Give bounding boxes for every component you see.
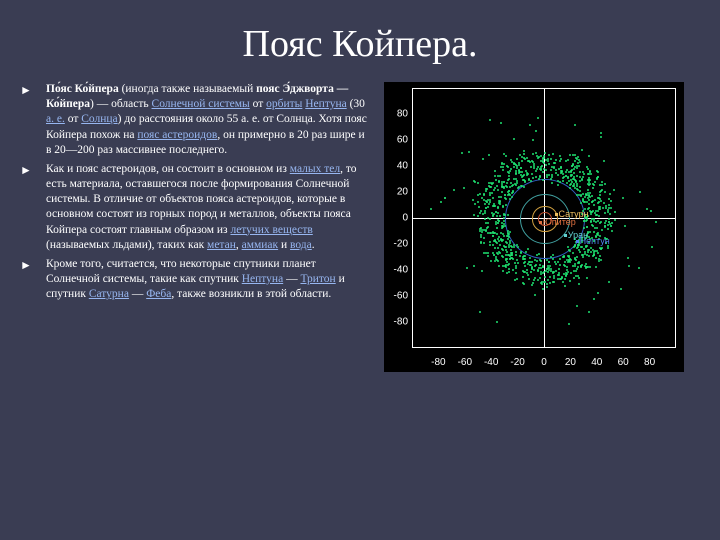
planet-label-Нептун: Нептун — [580, 236, 610, 246]
bullet-marker: ► — [20, 162, 46, 253]
y-tick-label: 40 — [386, 161, 408, 172]
bullet-marker: ► — [20, 257, 46, 303]
content-row: ►По́яс Ко́йпера (иногда также называемый… — [0, 82, 720, 372]
y-tick-label: 0 — [386, 213, 408, 224]
y-tick-label: 20 — [386, 187, 408, 198]
y-tick-label: -20 — [386, 239, 408, 250]
x-tick-label: -60 — [458, 357, 472, 368]
y-tick-label: -80 — [386, 317, 408, 328]
y-tick-label: 60 — [386, 135, 408, 146]
bullet-item: ►По́яс Ко́йпера (иногда также называемый… — [20, 82, 370, 158]
bullet-item: ►Кроме того, считается, что некоторые сп… — [20, 257, 370, 303]
y-tick-label: -60 — [386, 291, 408, 302]
x-tick-label: -80 — [431, 357, 445, 368]
bullet-text: Кроме того, считается, что некоторые спу… — [46, 257, 370, 303]
x-tick-label: -40 — [484, 357, 498, 368]
plot-area: СатурнЮпитерУранНептун — [412, 88, 676, 348]
kuiper-scatter-chart: СатурнЮпитерУранНептун -80 -80 -60 -60 -40 -40… — [384, 82, 684, 372]
x-tick-label: 20 — [565, 357, 576, 368]
planet-label-Юпитер: Юпитер — [543, 217, 576, 227]
x-tick-label: 80 — [644, 357, 655, 368]
chart-column: СатурнЮпитерУранНептун -80 -80 -60 -60 -40 -40… — [384, 82, 694, 372]
bullet-marker: ► — [20, 82, 46, 158]
y-tick-label: 80 — [386, 109, 408, 120]
x-tick-label: 0 — [541, 357, 547, 368]
text-column: ►По́яс Ко́йпера (иногда также называемый… — [20, 82, 370, 372]
slide-title: Пояс Койпера. — [0, 0, 720, 82]
bullet-text: Как и пояс астероидов, он состоит в осно… — [46, 162, 370, 253]
x-tick-label: -20 — [510, 357, 524, 368]
y-tick-label: -40 — [386, 265, 408, 276]
x-tick-label: 60 — [618, 357, 629, 368]
x-tick-label: 40 — [591, 357, 602, 368]
bullet-text: По́яс Ко́йпера (иногда также называемый … — [46, 82, 370, 158]
bullet-item: ►Как и пояс астероидов, он состоит в осн… — [20, 162, 370, 253]
